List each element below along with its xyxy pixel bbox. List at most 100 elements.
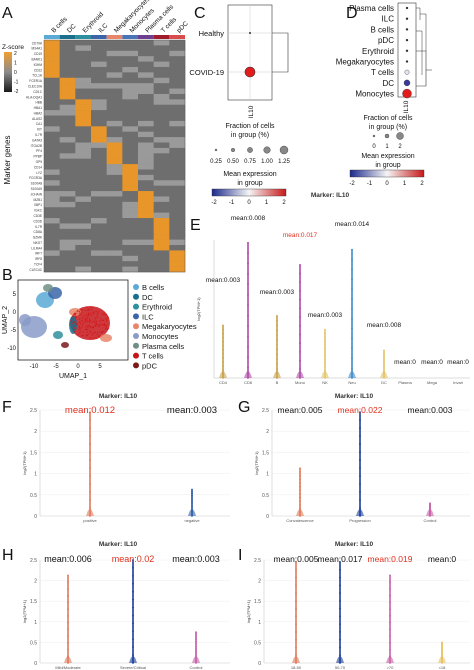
violin-point <box>339 646 341 649</box>
violin-point <box>247 273 249 275</box>
violin-point <box>383 366 385 369</box>
violin-point <box>339 592 341 595</box>
violin-point <box>299 263 301 266</box>
heatmap-cell <box>59 83 76 89</box>
umap-point <box>92 325 94 328</box>
violin-shape <box>336 656 344 663</box>
heatmap-cell <box>122 40 139 46</box>
heatmap-cell <box>75 137 92 143</box>
colorbar-tick: -2 <box>349 181 355 187</box>
heatmap-cell <box>138 180 154 186</box>
violin-point <box>67 574 69 577</box>
violin-point <box>295 654 297 657</box>
violin-point <box>389 601 391 604</box>
dotplot-c-row-covid: COVID-19 <box>189 68 224 77</box>
heatmap-cell <box>138 56 154 62</box>
heatmap-cell <box>59 56 76 62</box>
umap-legend-swatch <box>133 293 139 300</box>
gene-label: IL7R <box>35 225 42 229</box>
violin-ytick: 2.5 <box>30 558 37 564</box>
heatmap-cell <box>153 266 170 273</box>
violin-ytick: 1 <box>34 620 37 626</box>
umap-point <box>89 319 92 322</box>
heatmap-cell <box>106 45 123 51</box>
heatmap-cell <box>59 72 76 78</box>
violin-point <box>295 631 297 633</box>
violin-point <box>222 328 224 331</box>
violin-ytick: 2 <box>266 429 269 435</box>
violin-ylabel: log2(TPM+1) <box>22 599 27 623</box>
umap-point <box>95 324 98 326</box>
violin-ytick: 0 <box>258 661 261 667</box>
heatmap-cell <box>106 207 123 213</box>
violin-category: positive <box>83 518 97 523</box>
violin-point <box>247 252 249 255</box>
heatmap-cell <box>106 185 123 192</box>
heatmap-cell <box>59 158 76 165</box>
heatmap-cell <box>138 266 154 273</box>
heatmap-cell <box>153 153 170 159</box>
umap-xlabel: UMAP_1 <box>59 373 87 380</box>
heatmap-cell <box>169 61 186 68</box>
violin-point <box>299 478 301 481</box>
violin-point <box>295 568 297 571</box>
heatmap-cell <box>169 153 186 159</box>
heatmap-cell <box>169 45 186 51</box>
violin-ytick: 2.5 <box>254 558 261 564</box>
umap-ytick: 5 <box>13 292 17 298</box>
umap-point <box>94 322 96 324</box>
column-header-bar <box>59 35 76 39</box>
violin-point <box>389 581 391 584</box>
umap-point <box>72 323 74 325</box>
violin-title: Marker: IL10 <box>335 541 374 548</box>
violin-point <box>339 654 341 657</box>
heatmap-cell <box>44 88 60 95</box>
heatmap-cell <box>59 180 76 186</box>
heatmap-cell <box>75 174 92 181</box>
umap-legend-swatch <box>133 333 139 339</box>
panel-e-letter: E <box>190 217 201 234</box>
heatmap-cell <box>91 218 107 224</box>
umap-point <box>86 318 88 320</box>
heatmap-cell <box>138 137 154 143</box>
heatmap-cell <box>106 266 123 273</box>
heatmap-cell <box>91 191 107 197</box>
violin-point <box>441 646 443 649</box>
umap-point <box>80 335 83 337</box>
heatmap-frame <box>43 39 186 273</box>
violin-point <box>195 638 197 641</box>
heatmap-cell <box>59 201 76 208</box>
violin-point <box>324 354 326 357</box>
violin-category: Mild/Moderate <box>55 665 81 670</box>
umap-point <box>90 314 93 317</box>
heatmap-cell <box>59 164 76 170</box>
violin-point <box>247 356 249 359</box>
umap-point <box>86 306 88 309</box>
gene-label: CD3D <box>33 219 42 223</box>
heatmap-cell <box>44 234 60 240</box>
gene-label: IGHM <box>34 63 43 67</box>
violin-mean-label: mean:0.003 <box>308 312 343 319</box>
heatmap-cell <box>106 250 123 257</box>
violin-point <box>441 654 443 656</box>
zscore-legend-ticks: 2 1 0 -1 -2 <box>14 51 19 95</box>
violin-point <box>299 485 301 488</box>
heatmap-cell <box>44 266 60 273</box>
heatmap-cell <box>106 261 123 267</box>
umap-point <box>72 315 74 318</box>
violin-point <box>359 411 361 414</box>
dotplot-d-size-title-1: Fraction of cells <box>363 115 413 122</box>
umap-point <box>107 317 110 319</box>
heatmap-cell <box>153 115 170 122</box>
violin-point <box>89 459 91 461</box>
umap-point <box>74 327 76 329</box>
heatmap-cell <box>75 142 92 149</box>
umap-point <box>79 332 81 334</box>
umap-point <box>88 333 90 335</box>
umap-frame <box>17 279 129 361</box>
umap-point <box>70 319 72 322</box>
umap-point <box>79 330 81 332</box>
heatmap-cell <box>91 115 107 122</box>
violin-point <box>247 335 249 338</box>
